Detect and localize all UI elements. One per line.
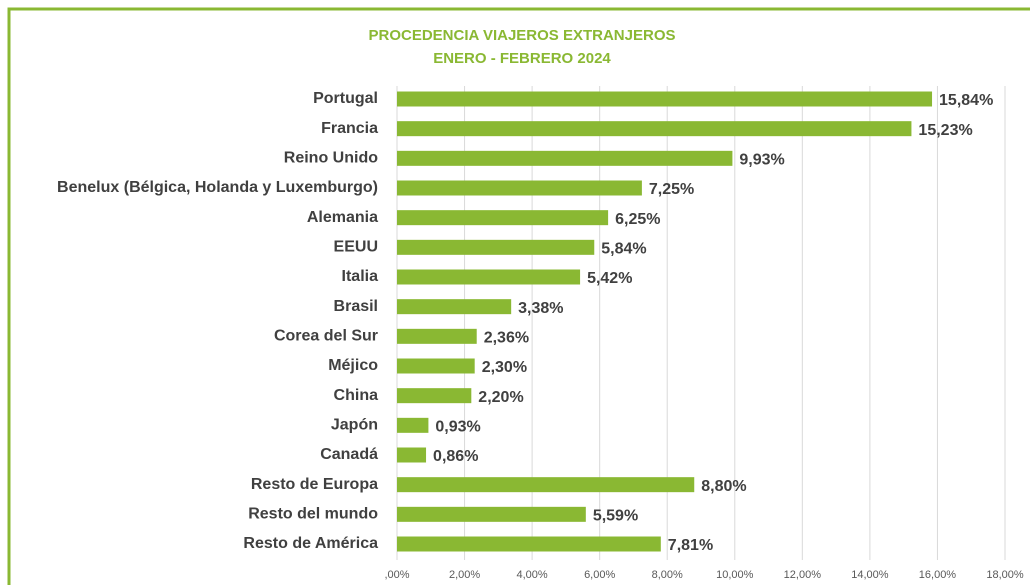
category-label: Reino Unido: [284, 150, 378, 167]
bar: [397, 269, 581, 285]
bar: [397, 447, 427, 463]
bar: [397, 358, 475, 374]
bar: [397, 477, 695, 493]
value-label: 9,93%: [739, 152, 784, 169]
category-label: Resto de Europa: [251, 476, 378, 493]
value-label: 2,30%: [482, 359, 527, 376]
bar: [397, 121, 912, 137]
chart-subtitle: ENERO - FEBRERO 2024: [433, 50, 611, 67]
value-label: 15,23%: [918, 122, 972, 139]
bar: [397, 417, 429, 433]
category-label: Resto del mundo: [248, 506, 378, 523]
category-label: Canadá: [320, 446, 378, 463]
bar: [397, 388, 472, 404]
category-label: Corea del Sur: [274, 328, 378, 345]
bar: [397, 91, 933, 107]
bar: [397, 150, 733, 166]
bar: [397, 239, 595, 255]
bar: [397, 328, 477, 344]
x-tick-label: 4,00%: [517, 569, 548, 581]
value-label: 3,38%: [518, 300, 563, 317]
category-label: China: [334, 387, 379, 404]
value-label: 2,36%: [484, 330, 529, 347]
bar: [397, 299, 512, 315]
x-tick-label: 18,00%: [986, 569, 1024, 581]
x-tick-label: 6,00%: [584, 569, 615, 581]
category-label: Alemania: [307, 209, 378, 226]
value-label: 8,80%: [701, 478, 746, 495]
bar: [397, 536, 661, 552]
category-label: EEUU: [334, 239, 378, 256]
x-tick-label: 10,00%: [716, 569, 754, 581]
category-label: Benelux (Bélgica, Holanda y Luxemburgo): [57, 179, 378, 196]
value-label: 0,93%: [435, 419, 480, 436]
bar: [397, 180, 642, 196]
category-label: Japón: [331, 417, 378, 434]
value-label: 0,86%: [433, 448, 478, 465]
category-label: Resto de América: [243, 535, 378, 552]
value-label: 5,42%: [587, 270, 632, 287]
x-tick-label: 8,00%: [652, 569, 683, 581]
x-tick-label: 2,00%: [449, 569, 480, 581]
frame: [7, 7, 1030, 585]
value-label: 6,25%: [615, 211, 660, 228]
category-label: Francia: [321, 120, 378, 137]
value-label: 7,25%: [649, 181, 694, 198]
value-label: 5,59%: [593, 508, 638, 525]
category-label: Méjico: [328, 357, 378, 374]
x-tick-label: ,00%: [384, 569, 409, 581]
x-tick-label: 16,00%: [919, 569, 957, 581]
x-tick-label: 14,00%: [851, 569, 889, 581]
bar: [397, 506, 586, 522]
bar: [397, 210, 609, 226]
value-label: 15,84%: [939, 92, 993, 109]
category-label: Portugal: [313, 90, 378, 107]
value-label: 2,20%: [478, 389, 523, 406]
category-label: Italia: [342, 268, 379, 285]
value-label: 5,84%: [601, 241, 646, 258]
chart-title: PROCEDENCIA VIAJEROS EXTRANJEROS: [368, 27, 675, 44]
x-tick-label: 12,00%: [784, 569, 822, 581]
category-label: Brasil: [334, 298, 378, 315]
value-label: 7,81%: [668, 537, 713, 554]
